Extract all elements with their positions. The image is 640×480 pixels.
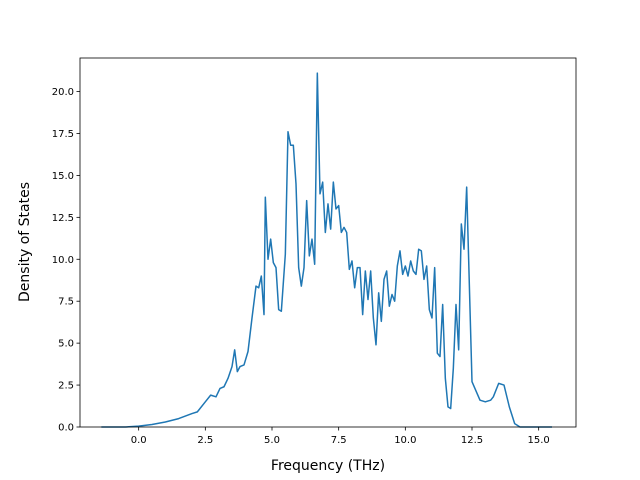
y-tick-label: 20.0 <box>52 87 74 98</box>
y-tick-label: 7.5 <box>58 297 74 308</box>
plot-background <box>80 58 576 427</box>
y-tick-label: 2.5 <box>58 381 74 392</box>
y-tick-label: 15.0 <box>52 171 74 182</box>
x-tick-label: 15.0 <box>528 435 550 446</box>
x-axis: 0.0 2.5 5.0 7.5 10.0 12.5 15.0 <box>131 427 550 446</box>
x-tick-label: 2.5 <box>197 435 213 446</box>
y-tick-label: 12.5 <box>52 213 74 224</box>
y-axis-label: Density of States <box>17 182 33 302</box>
x-tick-label: 7.5 <box>331 435 347 446</box>
y-tick-label: 0.0 <box>58 423 74 434</box>
y-axis: 0.0 2.5 5.0 7.5 10.0 12.5 15.0 17.5 20.0 <box>52 87 80 434</box>
y-tick-label: 17.5 <box>52 129 74 140</box>
x-tick-label: 0.0 <box>131 435 147 446</box>
axes-frame <box>79 57 577 428</box>
dos-series-line <box>101 72 552 428</box>
x-tick-label: 12.5 <box>461 435 483 446</box>
x-tick-label: 5.0 <box>264 435 280 446</box>
x-tick-label: 10.0 <box>394 435 416 446</box>
y-tick-label: 5.0 <box>58 339 74 350</box>
y-tick-label: 10.0 <box>52 255 74 266</box>
x-axis-label: Frequency (THz) <box>271 458 385 474</box>
plot-area <box>79 57 577 428</box>
